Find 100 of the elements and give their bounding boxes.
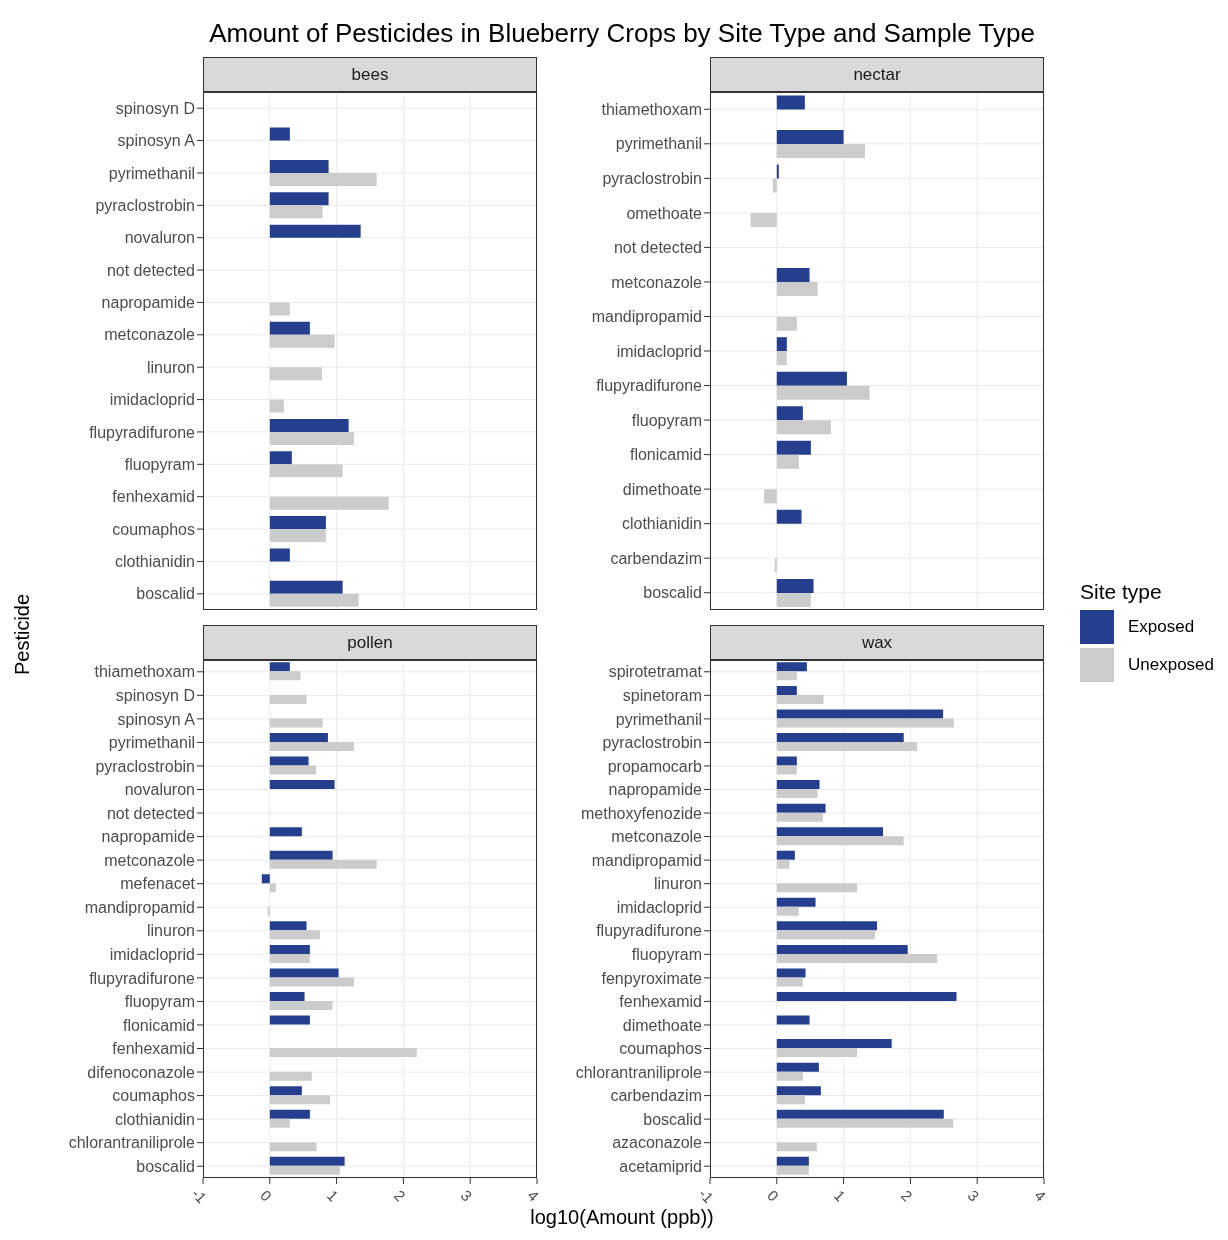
bar	[776, 953, 938, 963]
y-tick-label: flupyradifurone	[89, 423, 196, 441]
bar	[776, 1095, 805, 1105]
bar	[776, 906, 799, 916]
bar	[776, 991, 957, 1001]
x-tick-label: 2	[390, 1186, 409, 1205]
y-tick-label: coumaphos	[619, 1040, 702, 1058]
text: Amount of Pesticides in Blueberry Crops by Site Type and Sample Type	[209, 18, 1035, 48]
bar	[776, 440, 811, 455]
y-tick-label: clothianidin	[114, 553, 195, 571]
bar	[776, 812, 823, 822]
y-tick-label: fluopyram	[631, 411, 702, 429]
chart-title: bees	[351, 64, 389, 85]
y-tick-label: coumaphos	[112, 520, 195, 538]
y-tick-label: clothianidin	[621, 515, 702, 533]
y-tick-label: flonicamid	[629, 446, 702, 464]
bar	[776, 694, 824, 704]
bar	[269, 464, 343, 478]
y-tick-label: imidacloprid	[616, 898, 702, 916]
y-tick-label: linuron	[146, 922, 195, 940]
bar	[269, 732, 328, 742]
bar	[269, 205, 323, 219]
y-tick-label: fenpyroximate	[601, 969, 703, 987]
y-tick-label: pyraclostrobin	[95, 196, 195, 214]
bar	[269, 662, 290, 672]
bar	[269, 1086, 302, 1096]
y-tick-label: metconazole	[104, 326, 196, 344]
bar	[776, 1015, 810, 1025]
x-tick-label: 1	[831, 1186, 849, 1205]
bar	[776, 578, 814, 593]
y-tick-label: imidacloprid	[109, 946, 195, 963]
y-tick-label: omethoate	[626, 204, 703, 222]
y-tick-label: fluopyram	[124, 455, 195, 473]
bar	[776, 509, 802, 524]
bar	[269, 1156, 345, 1166]
bar	[776, 282, 818, 297]
bar	[269, 418, 349, 432]
y-tick-label: pyrimethanil	[615, 710, 702, 728]
bar	[776, 803, 826, 813]
bar	[776, 592, 811, 607]
y-tick-label: not detected	[106, 804, 195, 822]
x-tick-label: 3	[457, 1186, 476, 1205]
bar	[776, 827, 884, 837]
y-tick-label: acetamiprid	[619, 1157, 702, 1175]
bar	[269, 850, 333, 860]
bar	[776, 1039, 892, 1049]
bar	[776, 850, 795, 860]
bar	[776, 765, 797, 775]
y-tick-label: carbendazim	[610, 1087, 702, 1105]
bar	[269, 953, 310, 963]
legend-label: Exposed	[1128, 617, 1195, 637]
y-tick-label: chlorantraniliprole	[68, 1134, 196, 1152]
y-tick-label: spinosyn A	[117, 132, 196, 150]
y-tick-label: pyraclostrobin	[95, 757, 195, 775]
bar	[269, 516, 326, 530]
y-tick-label: flupyradifurone	[89, 969, 196, 987]
y-tick-label: metconazole	[611, 273, 703, 291]
bar	[269, 859, 377, 869]
y-tick-label: thiamethoxam	[94, 663, 195, 681]
bar	[269, 548, 290, 562]
y-tick-label: spirotetramat	[608, 663, 703, 681]
y-tick-label: fenhexamid	[619, 993, 702, 1011]
y-tick-label: pyraclostrobin	[602, 734, 702, 752]
bar	[772, 178, 777, 193]
bar	[776, 977, 803, 987]
bar	[776, 671, 797, 681]
y-tick-label: imidacloprid	[616, 342, 702, 360]
bar	[269, 367, 322, 381]
bar	[776, 337, 787, 352]
y-tick-label: thiamethoxam	[601, 100, 702, 118]
bar	[269, 756, 309, 766]
bar	[776, 685, 797, 695]
y-tick-label: mandipropamid	[591, 308, 702, 326]
y-tick-label: chlorantraniliprole	[575, 1063, 703, 1081]
legend-label: Unexposed	[1128, 655, 1215, 675]
bar	[269, 321, 310, 335]
y-tick-label: metconazole	[104, 851, 196, 869]
bar	[269, 718, 323, 728]
bar	[269, 765, 316, 775]
y-tick-label: propamocarb	[607, 757, 703, 775]
bar	[267, 906, 270, 916]
bar	[764, 489, 777, 504]
bar	[776, 780, 820, 790]
bar	[269, 172, 377, 186]
bar	[776, 741, 918, 751]
bar	[776, 662, 807, 672]
bar	[269, 1118, 290, 1128]
bar	[776, 756, 797, 766]
bar	[776, 930, 875, 940]
y-tick-label: pyrimethanil	[615, 135, 702, 153]
y-tick-label: pyrimethanil	[108, 164, 195, 182]
bar	[269, 593, 359, 607]
y-tick-label: not detected	[613, 239, 702, 257]
bar	[776, 789, 818, 799]
bar	[776, 1156, 809, 1166]
bar	[269, 159, 329, 173]
chart-title: wax	[861, 632, 893, 653]
bar	[776, 897, 816, 907]
bar	[776, 129, 844, 144]
y-tick-label: flupyradifurone	[596, 377, 703, 395]
